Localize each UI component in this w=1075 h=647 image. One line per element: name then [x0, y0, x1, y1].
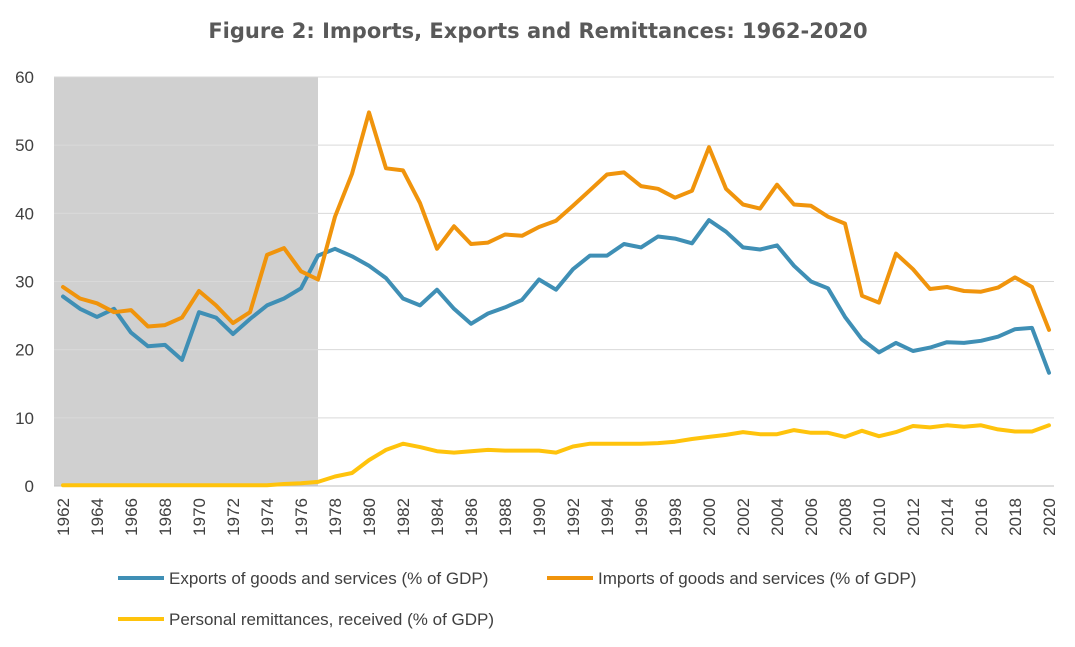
x-tick-label: 2016: [972, 498, 991, 536]
x-tick-label: 1988: [496, 498, 515, 536]
x-tick-label: 1980: [360, 498, 379, 536]
x-tick-label: 1994: [598, 498, 617, 536]
x-tick-label: 2000: [700, 498, 719, 536]
series-line-0: [61, 218, 1051, 375]
x-tick-label: 2006: [802, 498, 821, 536]
x-tick-label: 1976: [292, 498, 311, 536]
y-tick-label: 40: [15, 204, 34, 223]
x-tick-label: 1986: [462, 498, 481, 536]
x-tick-label: 2012: [904, 498, 923, 536]
x-tick-label: 2010: [870, 498, 889, 536]
y-tick-label: 30: [15, 273, 34, 292]
series-line-1: [61, 110, 1051, 332]
x-tick-label: 2014: [938, 498, 957, 536]
x-tick-label: 1990: [530, 498, 549, 536]
y-tick-label: 60: [15, 68, 34, 87]
series-lines-layer: [61, 110, 1051, 488]
x-tick-label: 2008: [836, 498, 855, 536]
legend-label-2: Personal remittances, received (% of GDP…: [169, 610, 494, 629]
series-line-2: [61, 423, 1051, 488]
x-tick-label: 2020: [1040, 498, 1059, 536]
x-tick-label: 1968: [156, 498, 175, 536]
x-tick-label: 1982: [394, 498, 413, 536]
x-tick-label: 1974: [258, 498, 277, 536]
x-tick-label: 1966: [122, 498, 141, 536]
legend-label-1: Imports of goods and services (% of GDP): [598, 569, 916, 588]
x-tick-label: 1978: [326, 498, 345, 536]
x-tick-label: 2002: [734, 498, 753, 536]
x-tick-label: 1970: [190, 498, 209, 536]
y-tick-label: 20: [15, 341, 34, 360]
y-tick-label: 50: [15, 136, 34, 155]
legend-label-0: Exports of goods and services (% of GDP): [169, 569, 488, 588]
x-tick-label: 1998: [666, 498, 685, 536]
y-axis-tick-labels: 0 10 20 30 40 50 60: [15, 68, 34, 496]
x-axis-tick-labels: 1962 1964 1966 1968 1970 1972 1974 1976 1978 1980…: [54, 498, 1059, 536]
x-tick-label: 1996: [632, 498, 651, 536]
x-tick-label: 1964: [88, 498, 107, 536]
x-tick-label: 2004: [768, 498, 787, 536]
y-tick-label: 10: [15, 409, 34, 428]
x-tick-label: 2018: [1006, 498, 1025, 536]
chart-title: Figure 2: Imports, Exports and Remittanc…: [208, 19, 867, 43]
x-tick-label: 1984: [428, 498, 447, 536]
x-tick-label: 1992: [564, 498, 583, 536]
legend: Exports of goods and services (% of GDP)…: [118, 569, 916, 629]
x-tick-label: 1962: [54, 498, 73, 536]
x-tick-label: 1972: [224, 498, 243, 536]
y-tick-label: 0: [25, 477, 34, 496]
